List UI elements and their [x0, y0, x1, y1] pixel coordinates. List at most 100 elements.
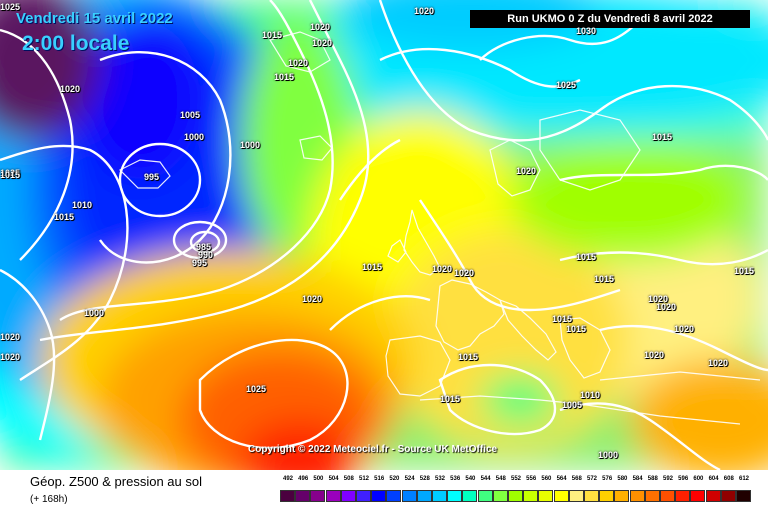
- scale-tick-label: 536: [450, 476, 461, 482]
- pressure-label: 1020: [644, 350, 665, 360]
- pressure-label: 1015: [552, 314, 573, 324]
- pressure-label: 1025: [0, 2, 21, 12]
- pressure-label: 1020: [0, 352, 21, 362]
- scale-swatch: [280, 490, 295, 502]
- pressure-label: 995: [144, 172, 160, 182]
- scale-swatch: [599, 490, 615, 502]
- scale-swatch: [584, 490, 599, 502]
- scale-tick-label: 548: [495, 476, 506, 482]
- scale-tick-label: 564: [556, 476, 567, 482]
- legend-footer: Géop. Z500 & pression au sol (+ 168h) 49…: [0, 470, 768, 512]
- pressure-label: 1015: [594, 274, 615, 284]
- pressure-label: 1030: [576, 26, 597, 36]
- scale-swatch: [553, 490, 569, 502]
- pressure-label: 1000: [184, 132, 205, 142]
- forecast-date: Vendredi 15 avril 2022: [16, 10, 173, 27]
- scale-tick-label: 560: [541, 476, 552, 482]
- scale-tick-label: 584: [632, 476, 643, 482]
- scale-tick-label: 492: [282, 476, 293, 482]
- pressure-label: 1020: [0, 332, 21, 342]
- pressure-label: 1010: [580, 390, 601, 400]
- scale-swatch: [705, 490, 721, 502]
- pressure-label: 1005: [180, 110, 201, 120]
- scale-tick-label: 576: [602, 476, 613, 482]
- scale-tick-label: 532: [434, 476, 445, 482]
- scale-tick-label: 528: [419, 476, 430, 482]
- pressure-label: 1020: [656, 302, 677, 312]
- scale-swatch: [371, 490, 387, 502]
- weather-map: Vendredi 15 avril 2022 2:00 locale Run U…: [0, 0, 768, 470]
- pressure-label: 1020: [310, 22, 331, 32]
- pressure-label: 1015: [576, 252, 597, 262]
- map-title: Géop. Z500 & pression au sol: [30, 474, 202, 489]
- scale-tick-label: 604: [708, 476, 719, 482]
- pressure-label: 1025: [556, 80, 577, 90]
- isobars: [0, 0, 768, 470]
- scale-swatch: [416, 490, 432, 502]
- pressure-label: 1015: [652, 132, 673, 142]
- pressure-label: 1025: [0, 168, 21, 178]
- scale-swatch: [568, 490, 584, 502]
- scale-swatch: [401, 490, 417, 502]
- scale-tick-label: 504: [328, 476, 339, 482]
- model-run-info: Run UKMO 0 Z du Vendredi 8 avril 2022: [470, 10, 750, 28]
- pressure-label: 1020: [288, 58, 309, 68]
- scale-tick-label: 508: [343, 476, 354, 482]
- scale-tick-label: 592: [662, 476, 673, 482]
- pressure-label: 1020: [648, 294, 669, 304]
- scale-swatch: [295, 490, 311, 502]
- scale-tick-label: 612: [738, 476, 749, 482]
- pressure-label: 1020: [454, 268, 475, 278]
- scale-swatch: [675, 490, 691, 502]
- pressure-label: 1020: [312, 38, 333, 48]
- scale-tick-label: 524: [404, 476, 415, 482]
- pressure-label: 995: [192, 258, 208, 268]
- scale-swatch: [523, 490, 539, 502]
- scale-tick-label: 540: [465, 476, 476, 482]
- scale-swatch: [644, 490, 660, 502]
- scale-swatch: [660, 490, 675, 502]
- pressure-label: 1020: [708, 358, 729, 368]
- pressure-label: 1015: [274, 72, 295, 82]
- scale-tick-label: 572: [586, 476, 597, 482]
- pressure-label: 1015: [54, 212, 75, 222]
- pressure-label: 985: [196, 242, 212, 252]
- scale-swatch: [462, 490, 478, 502]
- scale-swatch: [340, 490, 356, 502]
- scale-tick-label: 544: [480, 476, 491, 482]
- pressure-label: 1000: [598, 450, 619, 460]
- scale-swatch: [508, 490, 523, 502]
- scale-swatch: [477, 490, 493, 502]
- forecast-lead-time: (+ 168h): [30, 494, 68, 505]
- scale-tick-label: 568: [571, 476, 582, 482]
- pressure-label: 1010: [72, 200, 93, 210]
- copyright-notice: Copyright © 2022 Meteociel.fr - Source U…: [248, 444, 498, 455]
- pressure-label: 1020: [516, 166, 537, 176]
- scale-tick-label: 588: [647, 476, 658, 482]
- pressure-label: 1020: [60, 84, 81, 94]
- pressure-label: 1005: [562, 400, 583, 410]
- scale-swatch: [447, 490, 463, 502]
- pressure-label: 1000: [240, 140, 261, 150]
- scale-tick-label: 516: [374, 476, 385, 482]
- forecast-time: 2:00 locale: [22, 32, 130, 55]
- scale-swatch: [492, 490, 508, 502]
- pressure-label: 1020: [432, 264, 453, 274]
- pressure-label: 1015: [0, 170, 21, 180]
- scale-swatch: [690, 490, 706, 502]
- scale-swatch: [736, 490, 751, 502]
- pressure-label: 1020: [414, 6, 435, 16]
- pressure-label: 1020: [674, 324, 695, 334]
- pressure-label: 1015: [734, 266, 755, 276]
- pressure-label: 1015: [566, 324, 587, 334]
- pressure-label: 1025: [246, 384, 267, 394]
- scale-swatch: [310, 490, 326, 502]
- pressure-label: 1015: [262, 30, 283, 40]
- scale-swatch: [538, 490, 554, 502]
- scale-swatch: [720, 490, 736, 502]
- scale-swatch: [432, 490, 447, 502]
- color-scale: 492 496 500 504 508 512 516 520 524 528 532 536 540 5…: [280, 476, 752, 508]
- pressure-label: 1015: [458, 352, 479, 362]
- scale-tick-label: 608: [723, 476, 734, 482]
- scale-tick-label: 552: [510, 476, 521, 482]
